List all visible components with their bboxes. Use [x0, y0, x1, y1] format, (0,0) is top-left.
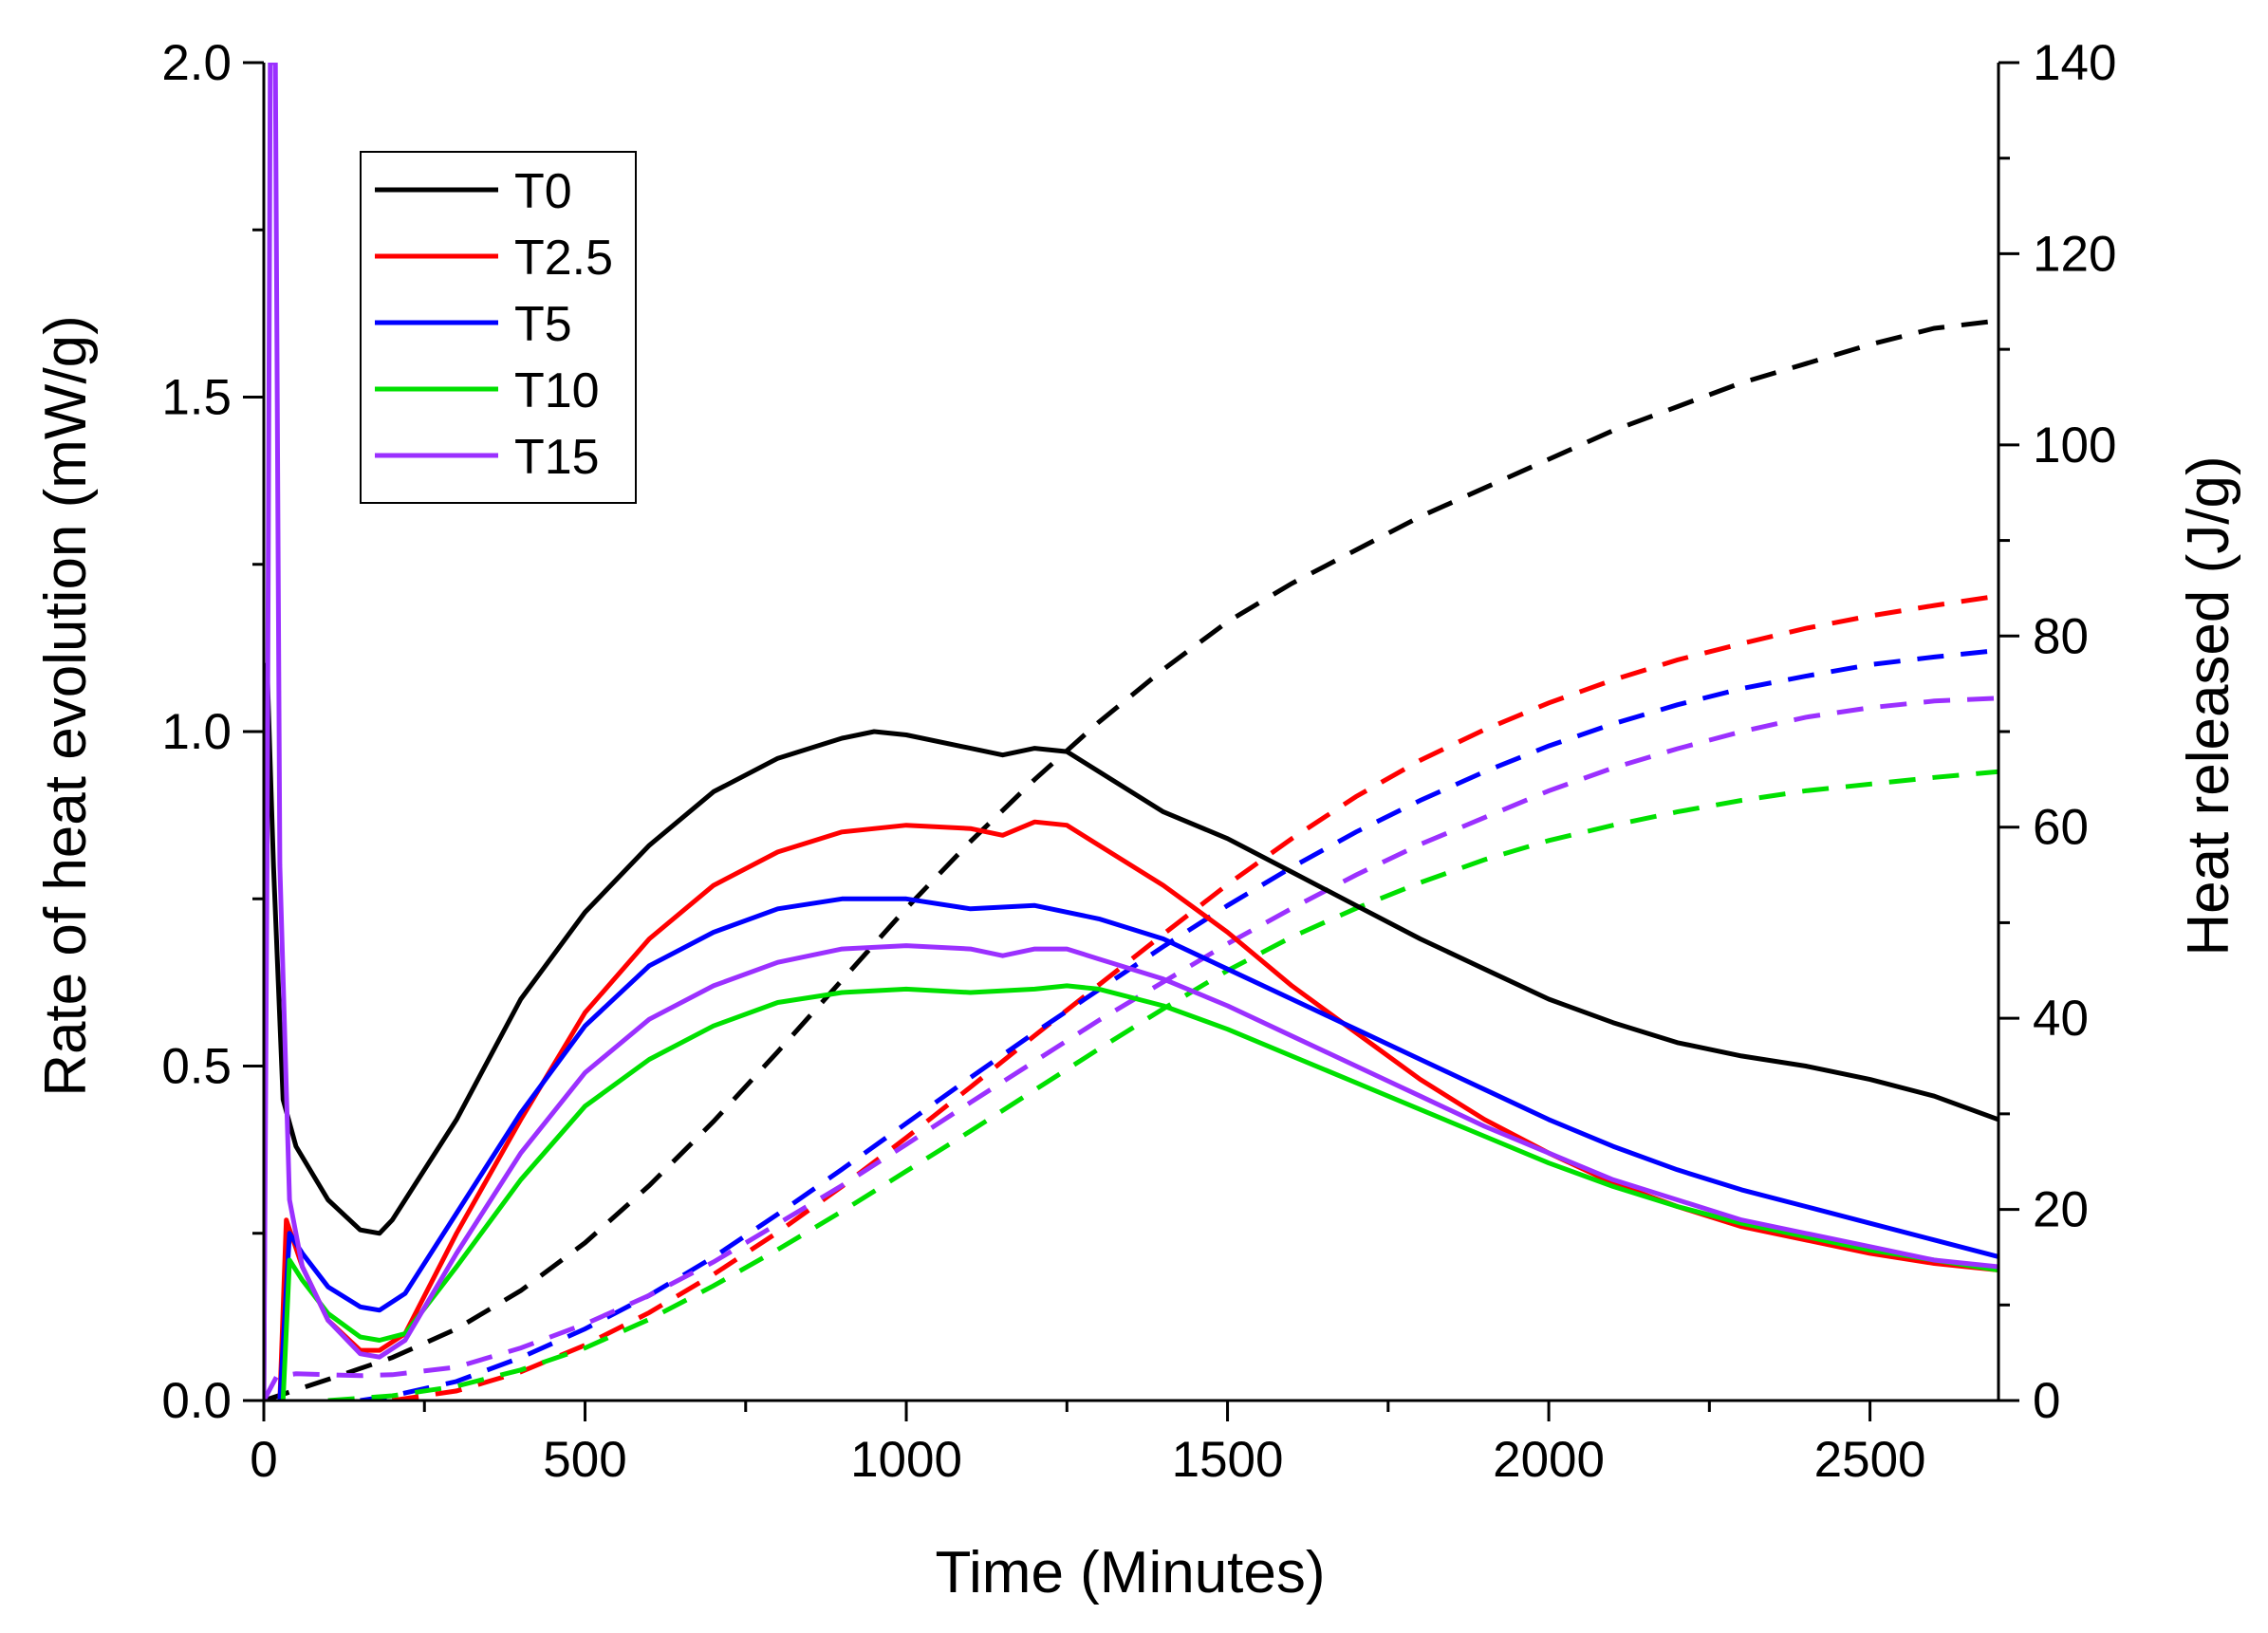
x-tick-label: 0	[250, 1432, 277, 1488]
rate-line-t2-5	[277, 819, 1998, 1401]
heat-released-line-t10	[327, 769, 1998, 1401]
y-right-tick-label: 0	[2033, 1373, 2060, 1429]
legend: T0 T2.5 T5 T10 T15	[360, 151, 637, 504]
legend-label-t0: T0	[514, 164, 572, 219]
heat-released-line-t5	[360, 647, 1998, 1401]
y-left-tick-label: 0.0	[161, 1373, 232, 1429]
y-left-tick-label: 2.0	[161, 35, 232, 91]
x-tick-label: 1500	[1172, 1432, 1284, 1488]
y-right-tick-label: 60	[2033, 800, 2089, 856]
y-right-tick-label: 120	[2033, 226, 2116, 282]
y-right-tick-label: 40	[2033, 991, 2089, 1047]
series-layer	[264, 63, 1998, 1401]
legend-label-t2-5: T2.5	[514, 231, 613, 286]
y-right-tick-label: 100	[2033, 418, 2116, 473]
y-left-axis-title: Rate of heat evolution (mW/g)	[33, 315, 99, 1097]
y-left-tick-label: 1.0	[161, 704, 232, 760]
legend-label-t5: T5	[514, 297, 572, 352]
legend-box	[360, 151, 637, 504]
y-left-tick-label: 1.5	[161, 370, 232, 426]
x-tick-label: 2000	[1493, 1432, 1605, 1488]
rate-line-t0	[264, 662, 1998, 1401]
y-left-tick-label: 0.5	[161, 1039, 232, 1095]
legend-label-t10: T10	[514, 363, 600, 418]
rate-line-t10	[280, 983, 1998, 1401]
y-right-axis-title: Heat released (J/g)	[2176, 455, 2241, 956]
x-tick-label: 1000	[850, 1432, 962, 1488]
x-tick-label: 2500	[1814, 1432, 1926, 1488]
y-right-tick-label: 140	[2033, 35, 2116, 91]
heat-released-line-t2-5	[392, 593, 1998, 1401]
x-axis-title: Time (Minutes)	[935, 1540, 1325, 1605]
x-tick-label: 500	[543, 1432, 626, 1488]
y-right-tick-label: 80	[2033, 608, 2089, 664]
rate-line-t15	[264, 63, 1998, 1401]
legend-label-t15: T15	[514, 430, 600, 485]
heat-released-line-t15	[264, 696, 1998, 1401]
labels-layer: 0 500 1000 1500 2000 2500 0.0 0.5 1.0 1.5 2.0 0 20 40…	[161, 35, 2116, 1488]
heat-released-line-t0	[264, 318, 1998, 1401]
axes-layer	[243, 61, 2019, 1421]
rate-line-t5	[277, 896, 1998, 1401]
y-right-tick-label: 20	[2033, 1182, 2089, 1238]
